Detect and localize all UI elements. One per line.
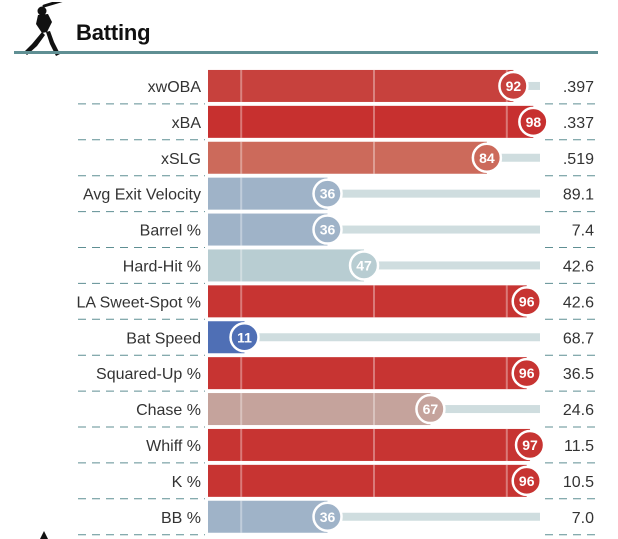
percentile-bubble xyxy=(498,70,529,102)
percentile-label: 36 xyxy=(320,509,336,525)
row-label: BB % xyxy=(161,510,201,527)
row-label: Whiff % xyxy=(146,438,201,455)
percentile-bar xyxy=(208,141,487,174)
stat-value: 36.5 xyxy=(563,366,594,383)
stat-value: .519 xyxy=(563,151,594,168)
stat-value: 7.0 xyxy=(572,510,594,527)
percentile-bar xyxy=(208,500,328,533)
percentile-track xyxy=(208,512,540,521)
percentile-bubble xyxy=(514,429,546,461)
percentile-bubble xyxy=(415,393,446,425)
stat-value: 68.7 xyxy=(563,330,594,347)
percentile-track xyxy=(208,225,540,234)
percentile-bubble xyxy=(518,106,549,138)
row-label: xBA xyxy=(172,115,202,132)
baseball-batter-icon xyxy=(24,2,63,56)
percentile-bar xyxy=(208,357,527,390)
row-label: Chase % xyxy=(136,402,201,419)
header-rule xyxy=(14,51,598,54)
stat-value: 11.5 xyxy=(564,438,594,455)
stat-value: .397 xyxy=(563,79,594,96)
percentile-bar xyxy=(208,464,527,497)
baseball-batter-icon xyxy=(40,531,48,539)
percentile-label: 67 xyxy=(423,401,439,417)
percentile-bar xyxy=(208,213,328,246)
stat-value: 89.1 xyxy=(563,187,594,204)
percentile-label: 98 xyxy=(526,114,542,130)
percentile-label: 97 xyxy=(522,437,538,453)
row-label: Avg Exit Velocity xyxy=(83,187,201,204)
percentile-bubble xyxy=(511,357,542,389)
percentile-track xyxy=(208,333,540,342)
row-label: Squared-Up % xyxy=(96,366,201,383)
percentile-label: 96 xyxy=(519,473,535,489)
percentile-label: 47 xyxy=(356,257,372,273)
percentile-bubble xyxy=(348,250,380,281)
row-label: LA Sweet-Spot % xyxy=(76,294,201,311)
percentile-bar xyxy=(208,105,534,138)
percentile-track xyxy=(208,189,540,198)
percentile-label: 36 xyxy=(320,222,336,238)
percentile-label: 84 xyxy=(479,150,495,166)
percentile-bar xyxy=(208,393,431,426)
percentile-bar xyxy=(208,177,328,210)
percentile-bubble xyxy=(471,142,503,173)
row-label: xSLG xyxy=(161,151,201,168)
row-label: K % xyxy=(172,474,201,491)
stat-value: 7.4 xyxy=(572,223,594,240)
percentile-bar xyxy=(208,428,531,461)
percentile-label: 92 xyxy=(506,78,522,94)
stat-value: 24.6 xyxy=(563,402,594,419)
stat-value: 10.5 xyxy=(563,474,594,491)
percentile-bubble xyxy=(511,465,542,497)
row-label: Bat Speed xyxy=(126,330,201,347)
row-label: Hard-Hit % xyxy=(123,258,201,275)
percentile-bubble xyxy=(229,322,260,353)
percentile-bar xyxy=(208,69,514,102)
row-label: xwOBA xyxy=(148,79,202,96)
stat-value: .337 xyxy=(563,115,594,132)
section-title: Batting xyxy=(76,20,151,45)
percentile-bar xyxy=(208,285,527,318)
percentile-label: 96 xyxy=(519,293,535,309)
percentile-bubble xyxy=(312,214,343,245)
percentile-bubble xyxy=(312,501,343,532)
section-header: Batting xyxy=(0,0,618,58)
percentile-label: 96 xyxy=(519,365,535,381)
percentile-bubble xyxy=(312,178,343,209)
row-label: Barrel % xyxy=(140,223,201,240)
percentile-bar xyxy=(208,249,365,282)
percentile-label: 36 xyxy=(320,186,336,202)
percentile-label: 11 xyxy=(237,329,252,345)
stat-value: 42.6 xyxy=(563,258,594,275)
stat-value: 42.6 xyxy=(563,294,594,311)
percentile-bubble xyxy=(511,286,542,317)
